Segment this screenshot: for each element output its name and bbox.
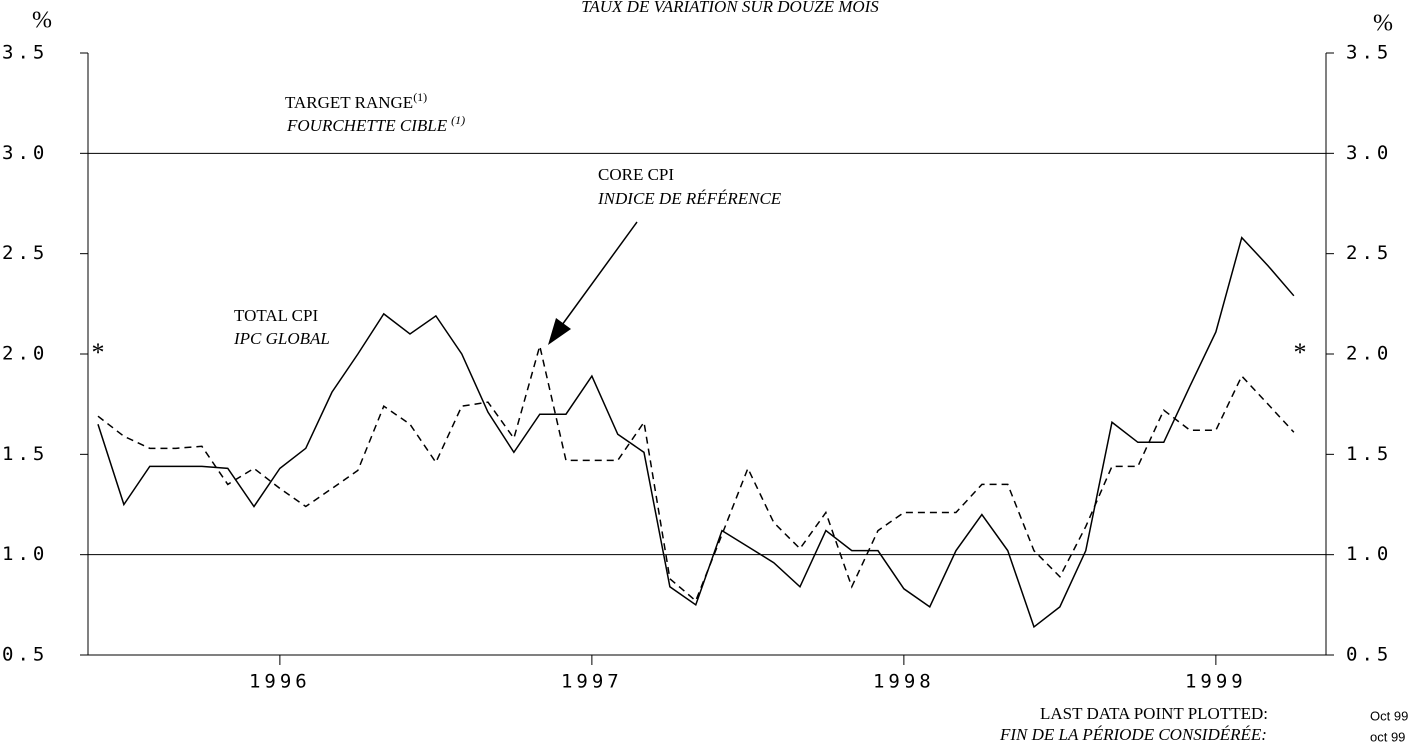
footer-value-fr: oct 99 [1370,729,1405,744]
series-label: CORE CPI [598,165,674,184]
y-tick-label: 3.0 [1346,142,1392,164]
series-label-fr: IPC GLOBAL [233,329,330,348]
marker: * [92,338,105,367]
target-label-fr: FOURCHETTE CIBLE (1) [286,113,465,135]
arrow-head [548,318,571,345]
footer-value: Oct 99 [1370,708,1408,723]
x-tick-label: 1999 [1185,671,1247,693]
y-tick-label: 0.5 [1346,644,1392,666]
y-tick-label: 2.0 [1346,343,1392,365]
footer-label: LAST DATA POINT PLOTTED: [1040,704,1268,723]
y-tick-label: 1.0 [1346,543,1392,565]
y-tick-label: 0.5 [2,644,48,666]
y-tick-label: 3.5 [1346,42,1392,64]
y-unit-left: % [32,8,52,34]
y-tick-label: 1.0 [2,543,48,565]
y-tick-label: 3.0 [2,142,48,164]
y-tick-label: 1.5 [1346,443,1392,465]
y-tick-label: 2.0 [2,343,48,365]
marker: * [1294,338,1307,367]
x-tick-label: 1996 [249,671,311,693]
y-tick-label: 2.5 [1346,242,1392,264]
x-tick-label: 1997 [561,671,623,693]
y-tick-label: 2.5 [2,242,48,264]
arrow [561,221,638,326]
chart-title: TAUX DE VARIATION SUR DOUZE MOIS [581,0,879,16]
y-tick-label: 1.5 [2,443,48,465]
series-line [97,236,1295,629]
series-line [97,345,1295,603]
series-label: TOTAL CPI [234,306,318,325]
y-unit-right: % [1373,11,1393,37]
series-label-fr: INDICE DE RÉFÉRENCE [597,189,782,208]
y-tick-label: 3.5 [2,42,48,64]
x-tick-label: 1998 [873,671,935,693]
footer-label-fr: FIN DE LA PÉRIODE CONSIDÉRÉE: [999,725,1267,744]
target-label: TARGET RANGE(1) [285,90,427,112]
